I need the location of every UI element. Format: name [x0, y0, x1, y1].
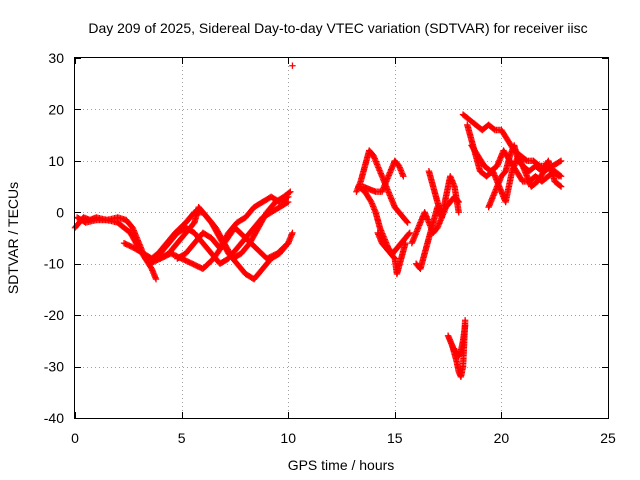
data-points: [71, 62, 565, 381]
data-point: [403, 218, 410, 225]
y-tick-label: 10: [48, 153, 64, 169]
data-point: [461, 317, 469, 324]
x-axis-label: GPS time / hours: [288, 457, 395, 473]
data-point: [402, 239, 409, 247]
x-tick-label: 5: [178, 430, 186, 446]
data-point: [556, 182, 564, 189]
y-tick-label: -20: [44, 307, 64, 323]
plot-frame: [74, 57, 609, 419]
data-point: [283, 199, 291, 206]
y-tick-label: -10: [44, 256, 64, 272]
y-tick-label: -30: [44, 359, 64, 375]
y-axis-label: SDTVAR / TECUs: [5, 182, 21, 294]
data-point: [286, 189, 293, 196]
data-point: [405, 230, 413, 238]
x-tick-label: 0: [71, 430, 79, 446]
data-point: [289, 62, 296, 69]
data-point: [557, 173, 565, 180]
data-point: [289, 229, 296, 237]
data-point: [152, 275, 160, 283]
y-tick-labels: -40 -30 -20 -10 0 10 20 30: [44, 50, 64, 426]
data-point: [557, 183, 565, 190]
data-point: [455, 209, 462, 216]
data-point: [556, 158, 564, 165]
data-point: [557, 157, 565, 165]
y-tick-label: -40: [44, 410, 64, 426]
x-tick-label: 25: [600, 430, 616, 446]
axis-ticks: [75, 58, 609, 419]
x-tick-labels: 0 5 10 15 20 25: [71, 430, 616, 446]
data-point: [556, 172, 564, 179]
x-tick-label: 10: [280, 430, 296, 446]
x-tick-label: 15: [387, 430, 403, 446]
grid-lines: [75, 58, 608, 418]
data-point: [287, 188, 294, 195]
data-point: [285, 198, 292, 206]
y-tick-label: 0: [56, 204, 64, 220]
data-point: [406, 229, 413, 237]
x-tick-label: 20: [494, 430, 510, 446]
y-tick-label: 20: [48, 101, 64, 117]
data-point: [400, 173, 407, 180]
chart-title: Day 209 of 2025, Sidereal Day-to-day VTE…: [88, 20, 587, 36]
data-point: [404, 219, 411, 226]
y-tick-label: 30: [48, 50, 64, 66]
